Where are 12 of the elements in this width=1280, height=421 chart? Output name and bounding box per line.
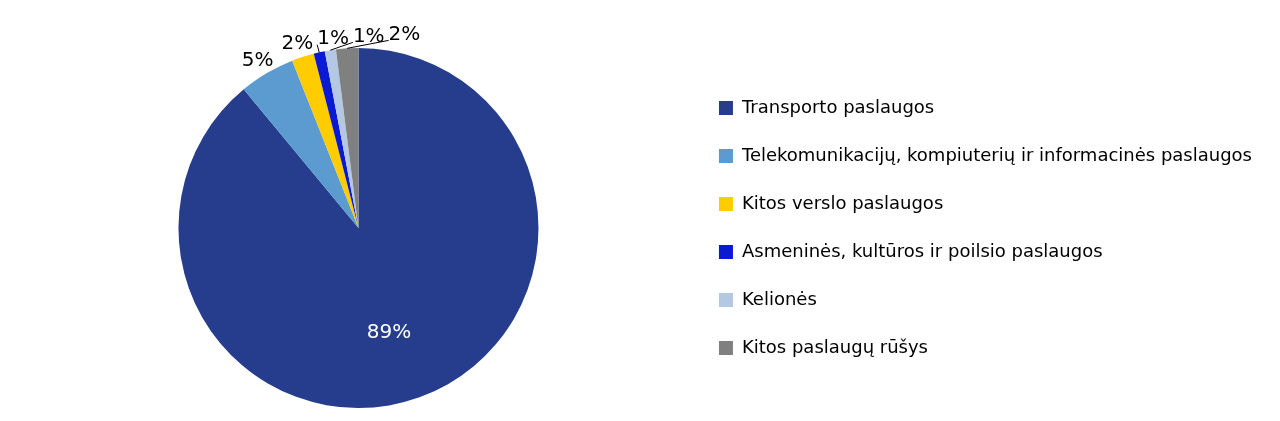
data-label: 5% xyxy=(241,47,274,72)
legend-label: Asmeninės, kultūros ir poilsio paslaugos xyxy=(741,239,1103,261)
data-label: 2% xyxy=(388,20,421,45)
data-label: 1% xyxy=(317,24,349,49)
data-label: 1% xyxy=(352,22,385,47)
legend-label: Kitos paslaugų rūšys xyxy=(741,335,928,357)
legend-label: Telekomunikacijų, kompiuterių ir informacinės paslaugos xyxy=(740,143,1252,165)
data-label: 89% xyxy=(366,318,412,343)
data-label: 2% xyxy=(281,29,314,54)
legend-label: Kelionės xyxy=(741,287,817,309)
legend-label: Transporto paslaugos xyxy=(740,95,935,117)
legend-label: Kitos verslo paslaugos xyxy=(741,191,944,213)
